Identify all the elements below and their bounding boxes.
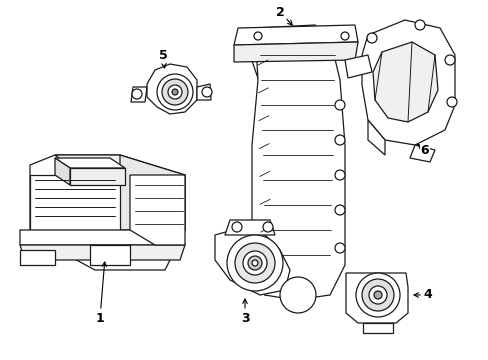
Circle shape (334, 135, 345, 145)
Circle shape (334, 170, 345, 180)
Polygon shape (362, 323, 392, 333)
Circle shape (231, 222, 242, 232)
Polygon shape (367, 120, 384, 155)
Polygon shape (224, 220, 274, 235)
Circle shape (263, 222, 272, 232)
Polygon shape (130, 175, 184, 245)
Polygon shape (361, 20, 454, 145)
Polygon shape (147, 64, 197, 114)
Polygon shape (20, 250, 55, 265)
Circle shape (361, 279, 393, 311)
Polygon shape (345, 55, 371, 78)
Text: 4: 4 (413, 288, 431, 302)
Polygon shape (30, 175, 120, 230)
Circle shape (280, 277, 315, 313)
Circle shape (132, 89, 142, 99)
Polygon shape (244, 28, 309, 295)
Circle shape (340, 32, 348, 40)
Text: 5: 5 (158, 49, 167, 68)
Text: 6: 6 (417, 144, 428, 157)
Circle shape (168, 85, 182, 99)
Polygon shape (120, 155, 184, 230)
Text: 2: 2 (275, 5, 292, 25)
Circle shape (235, 243, 274, 283)
Circle shape (444, 55, 454, 65)
Text: 3: 3 (240, 299, 249, 324)
Circle shape (243, 251, 266, 275)
Polygon shape (55, 158, 125, 168)
Circle shape (334, 205, 345, 215)
Circle shape (172, 89, 178, 95)
Circle shape (202, 87, 212, 97)
Polygon shape (215, 228, 289, 295)
Polygon shape (372, 42, 437, 122)
Polygon shape (30, 155, 184, 270)
Circle shape (414, 20, 424, 30)
Polygon shape (251, 25, 345, 300)
Circle shape (251, 260, 258, 266)
Circle shape (226, 235, 283, 291)
Circle shape (157, 74, 193, 110)
Polygon shape (234, 42, 357, 62)
Polygon shape (346, 273, 407, 323)
Circle shape (247, 256, 262, 270)
Polygon shape (20, 245, 184, 260)
Polygon shape (131, 87, 147, 102)
Polygon shape (55, 158, 70, 185)
Polygon shape (234, 25, 357, 45)
Circle shape (334, 243, 345, 253)
Text: 1: 1 (96, 262, 106, 324)
Circle shape (368, 286, 386, 304)
Polygon shape (70, 168, 125, 185)
Circle shape (334, 100, 345, 110)
Polygon shape (197, 84, 210, 100)
Circle shape (373, 291, 381, 299)
Polygon shape (55, 155, 140, 170)
Circle shape (446, 97, 456, 107)
Polygon shape (20, 230, 184, 245)
Circle shape (355, 273, 399, 317)
Circle shape (162, 79, 187, 105)
Polygon shape (90, 245, 130, 265)
Polygon shape (409, 145, 434, 162)
Circle shape (366, 33, 376, 43)
Circle shape (253, 32, 262, 40)
